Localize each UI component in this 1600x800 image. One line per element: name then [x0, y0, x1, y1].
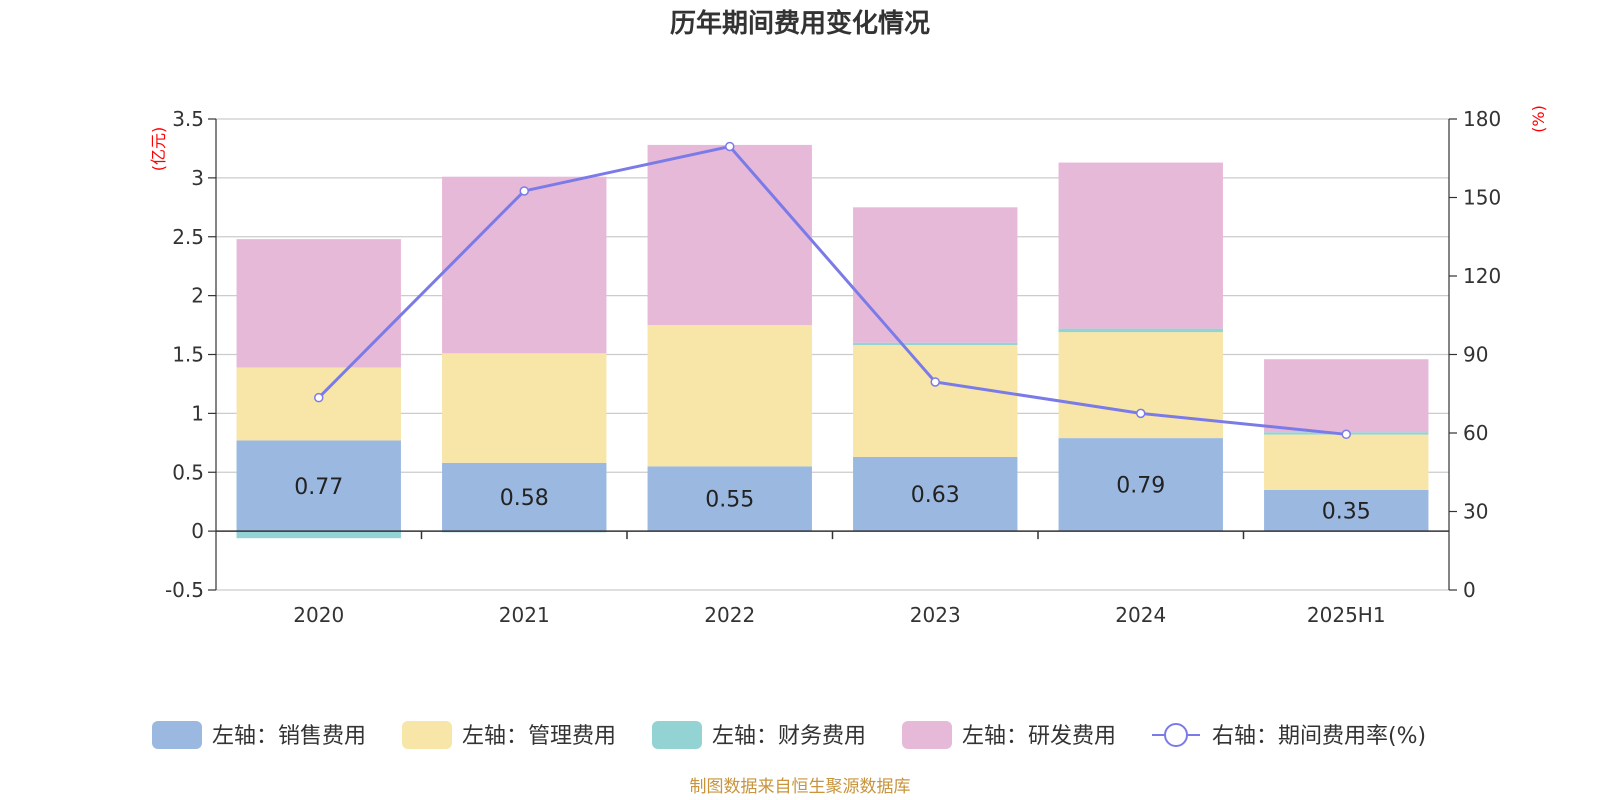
- bar-segment: [236, 239, 401, 368]
- right-tick-label: 90: [1463, 343, 1488, 367]
- legend-label: 左轴：销售费用: [212, 724, 366, 749]
- left-tick-label: 0.5: [172, 460, 204, 484]
- data-labels: 0.77 0.58 0.55 0.63 0.79 0.35: [294, 474, 1370, 525]
- bar-segment: [853, 456, 1018, 532]
- bar-segment: [442, 176, 607, 354]
- bar-segment: [1264, 434, 1429, 490]
- rate-point: [1136, 408, 1146, 419]
- legend-label: 左轴：研发费用: [962, 724, 1116, 749]
- x-tick-label: 2020: [293, 603, 344, 627]
- right-tick-label: 180: [1463, 107, 1501, 131]
- bar-data-label: 0.79: [1116, 474, 1165, 499]
- bar-data-label: 0.35: [1322, 500, 1371, 525]
- right-tick-label: 150: [1463, 186, 1501, 210]
- bar-segment: [1264, 359, 1429, 433]
- legend-swatch: [402, 721, 452, 749]
- axes: -0.5 0 0.5 1 1.5 2 2.5 3 3.5 0 30 60 90 120 150 180 (亿元)…: [149, 105, 1548, 627]
- bar-segment: [1264, 489, 1429, 532]
- right-tick-label: 120: [1463, 264, 1501, 288]
- bar-segment: [647, 466, 812, 532]
- left-tick-label: 3.5: [172, 107, 204, 131]
- legend-label: 右轴：期间费用率(%): [1212, 724, 1426, 749]
- x-tick-label: 2022: [704, 603, 755, 627]
- bar-segment: [1058, 438, 1223, 532]
- left-tick-label: 2.5: [172, 225, 204, 249]
- left-tick-label: -0.5: [165, 578, 204, 602]
- bar-segment: [236, 531, 401, 539]
- bar-segment: [236, 440, 401, 532]
- left-tick-label: 1: [191, 401, 204, 425]
- bar-segment: [442, 353, 607, 463]
- legend-swatch: [902, 721, 952, 749]
- right-tick-label: 0: [1463, 578, 1476, 602]
- right-axis-unit: (%): [1529, 105, 1548, 133]
- x-tick-label: 2024: [1115, 603, 1166, 627]
- rate-point: [725, 141, 735, 152]
- bar-segment: [853, 342, 1018, 346]
- bar-segment: [442, 462, 607, 532]
- rate-polyline: [317, 144, 1347, 436]
- bars: [236, 144, 1429, 539]
- legend-swatch: [152, 721, 202, 749]
- left-axis-unit: (亿元): [149, 127, 168, 172]
- legend-label: 左轴：管理费用: [462, 724, 616, 749]
- bar-segment: [1058, 328, 1223, 333]
- left-tick-label: 3: [191, 166, 204, 190]
- left-tick-label: 0: [191, 519, 204, 543]
- x-tick-label: 2021: [499, 603, 550, 627]
- rate-point: [930, 377, 940, 387]
- bar-segment: [853, 207, 1018, 343]
- legend[interactable]: 左轴：销售费用 左轴：管理费用 左轴：财务费用 左轴：研发费用 右轴：期间费用率(%): [152, 721, 1426, 749]
- bar-segment: [236, 367, 401, 441]
- bar-segment: [647, 325, 812, 467]
- right-tick-label: 30: [1463, 500, 1488, 524]
- bar-segment: [1058, 162, 1223, 329]
- legend-label: 左轴：财务费用: [712, 724, 866, 749]
- bar-data-label: 0.63: [911, 483, 960, 508]
- legend-marker-icon: [1164, 723, 1188, 747]
- rate-line: [314, 141, 1351, 440]
- rate-point: [314, 392, 324, 403]
- right-tick-label: 60: [1463, 421, 1488, 445]
- x-tick-label: 2025H1: [1307, 603, 1386, 627]
- left-tick-label: 1.5: [172, 343, 204, 367]
- bar-data-label: 0.77: [294, 475, 343, 500]
- bar-segment: [647, 144, 812, 326]
- bar-segment: [1058, 332, 1223, 439]
- source-footer: 制图数据来自恒生聚源数据库: [690, 777, 911, 797]
- chart-title: 历年期间费用变化情况: [670, 8, 930, 39]
- bar-segment: [853, 345, 1018, 457]
- legend-swatch: [652, 721, 702, 749]
- x-tick-label: 2023: [910, 603, 961, 627]
- bar-data-label: 0.58: [500, 486, 549, 511]
- rate-point: [1341, 429, 1351, 440]
- rate-point: [519, 186, 529, 196]
- bar-data-label: 0.55: [705, 488, 754, 513]
- left-tick-label: 2: [191, 284, 204, 308]
